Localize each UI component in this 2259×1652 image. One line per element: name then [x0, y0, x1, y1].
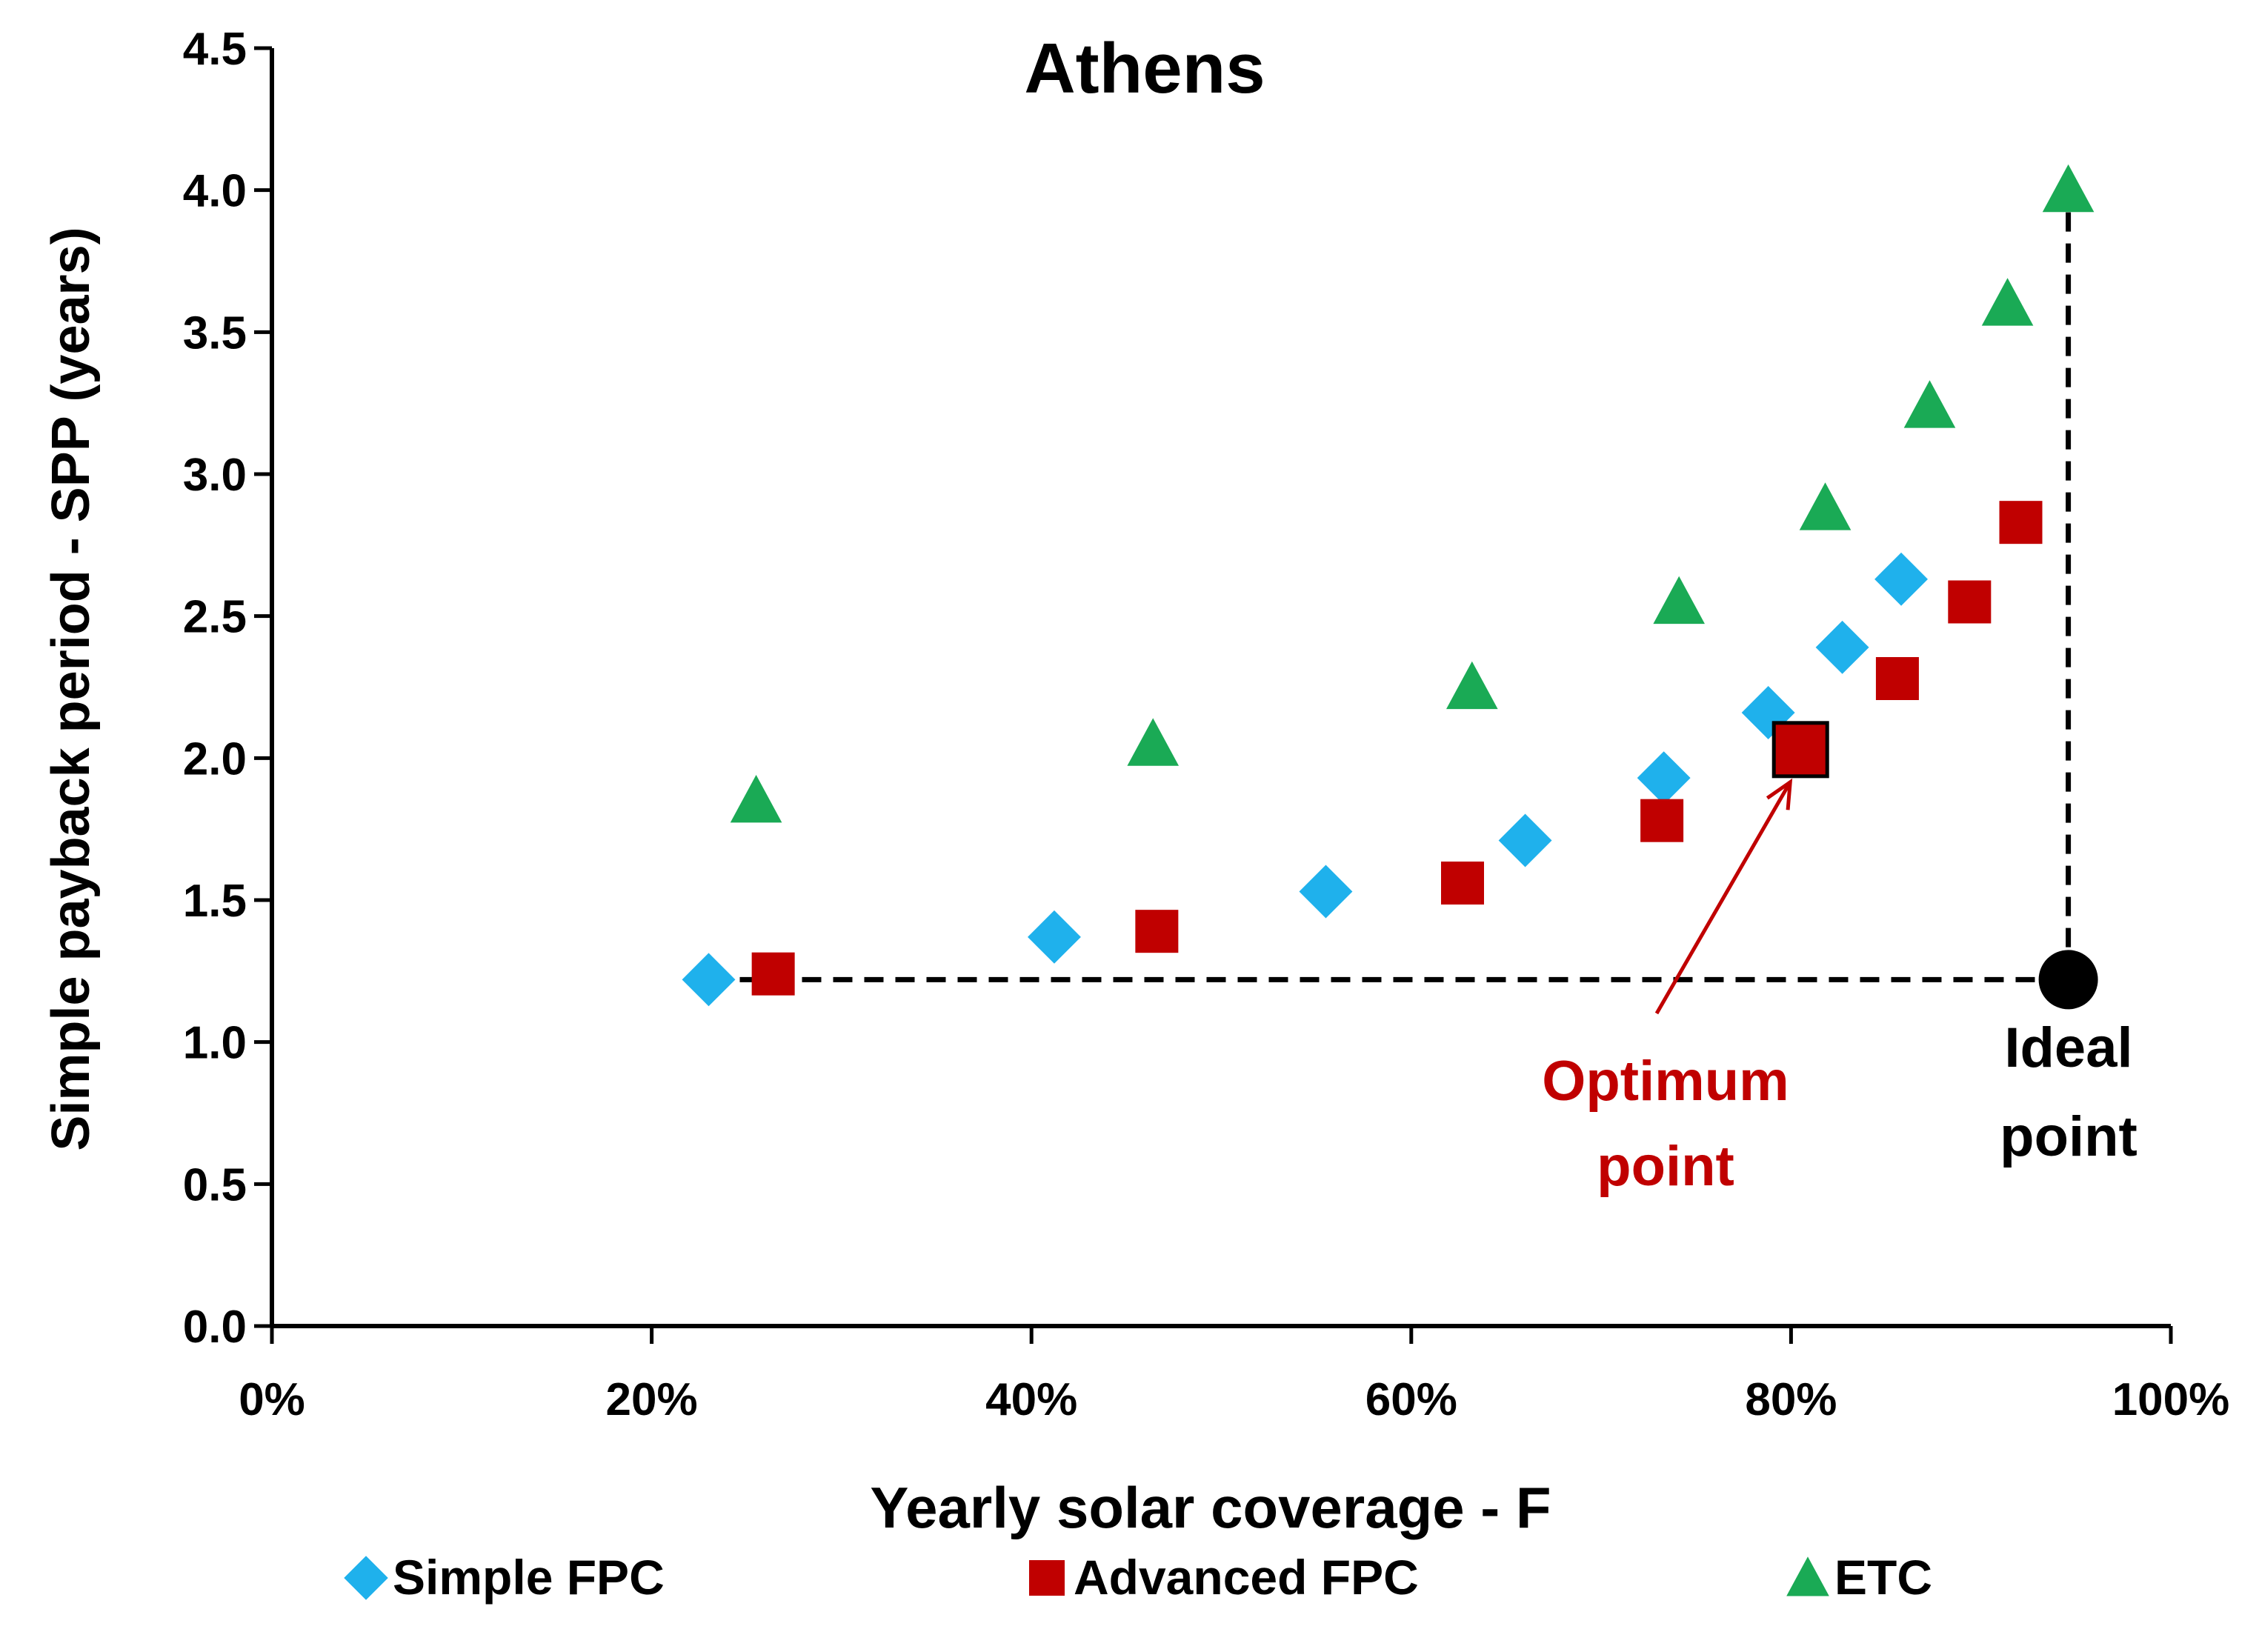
x-tick-label: 60%: [1365, 1374, 1457, 1425]
legend-item-advanced-fpc: Advanced FPC: [1029, 1550, 1419, 1605]
legend-label: Advanced FPC: [1074, 1550, 1419, 1605]
simple-fpc-point: [1498, 813, 1552, 867]
etc-point: [730, 775, 782, 823]
plot-area: 0.0 0.5 1.0 1.5 2.0 2.5 3.0 3.5 4.0 4.5 0% 20% 40% 6…: [183, 24, 2229, 1425]
guide-lines: [708, 212, 2072, 982]
legend: Simple FPC Advanced FPC ETC: [344, 1550, 1932, 1605]
simple-fpc-point: [1815, 620, 1869, 674]
etc-point: [1903, 380, 1956, 428]
y-tick-label: 1.5: [183, 876, 247, 927]
y-tick-label: 0.0: [183, 1302, 247, 1353]
simple-fpc-point: [1027, 910, 1081, 964]
etc-point: [1981, 278, 2034, 326]
x-tick-label: 40%: [985, 1374, 1077, 1425]
legend-item-etc: ETC: [1786, 1550, 1932, 1605]
y-tick-label: 4.5: [183, 24, 247, 75]
x-tick-label: 100%: [2112, 1374, 2230, 1425]
etc-point: [1127, 718, 1180, 766]
y-axis: 0.0 0.5 1.0 1.5 2.0 2.5 3.0 3.5 4.0 4.5: [183, 24, 274, 1353]
simple-fpc-point: [682, 953, 736, 1007]
advanced-fpc-point: [1948, 580, 1992, 624]
etc-point: [1446, 661, 1498, 710]
legend-item-simple-fpc: Simple FPC: [344, 1550, 665, 1605]
advanced-fpc-point: [1999, 501, 2043, 544]
ideal-label: Ideal: [2004, 1016, 2132, 1079]
ideal-point-marker: [2038, 950, 2098, 1010]
y-tick-label: 3.5: [183, 307, 247, 359]
simple-fpc-point: [1637, 751, 1691, 805]
y-axis-label: Simple payback period - SPP (years): [41, 227, 101, 1150]
optimum-point-marker: [1771, 721, 1829, 779]
legend-label: ETC: [1834, 1550, 1932, 1605]
y-tick-label: 4.0: [183, 166, 247, 217]
simple-fpc-point: [1299, 865, 1353, 919]
advanced-fpc-point: [1441, 862, 1485, 905]
optimum-arrow-head: [1766, 778, 1793, 810]
annotations: Optimum point Ideal point: [1542, 721, 2137, 1198]
etc-point: [1799, 482, 1852, 530]
chart-title: Athens: [1024, 29, 1265, 108]
simple-fpc-point: [1874, 552, 1929, 606]
etc-legend-marker: [1786, 1556, 1829, 1596]
etc-point: [2042, 164, 2095, 213]
y-tick-label: 2.0: [183, 733, 247, 785]
advanced-fpc-legend-marker: [1029, 1560, 1065, 1596]
y-tick-label: 3.0: [183, 450, 247, 501]
etc-point: [1653, 576, 1705, 625]
optimum-label: point: [1597, 1135, 1734, 1198]
x-axis: 0% 20% 40% 60% 80% 100%: [239, 1324, 2230, 1425]
advanced-fpc-point: [1640, 799, 1684, 842]
legend-label: Simple FPC: [393, 1550, 665, 1605]
ideal-label: point: [2000, 1105, 2137, 1168]
y-tick-label: 0.5: [183, 1159, 247, 1210]
advanced-fpc-point: [1875, 657, 1919, 700]
simple-fpc-legend-marker: [344, 1556, 388, 1600]
optimum-label: Optimum: [1542, 1050, 1789, 1113]
y-tick-label: 2.5: [183, 592, 247, 643]
x-tick-label: 20%: [606, 1374, 698, 1425]
advanced-fpc-point: [1135, 910, 1179, 953]
x-axis-label: Yearly solar coverage - F: [870, 1475, 1551, 1540]
x-tick-label: 80%: [1745, 1374, 1837, 1425]
data-markers: [682, 164, 2095, 1007]
y-tick-label: 1.0: [183, 1018, 247, 1069]
x-tick-label: 0%: [239, 1374, 305, 1425]
optimum-arrow-line: [1654, 781, 1792, 1015]
advanced-fpc-point: [751, 952, 795, 996]
